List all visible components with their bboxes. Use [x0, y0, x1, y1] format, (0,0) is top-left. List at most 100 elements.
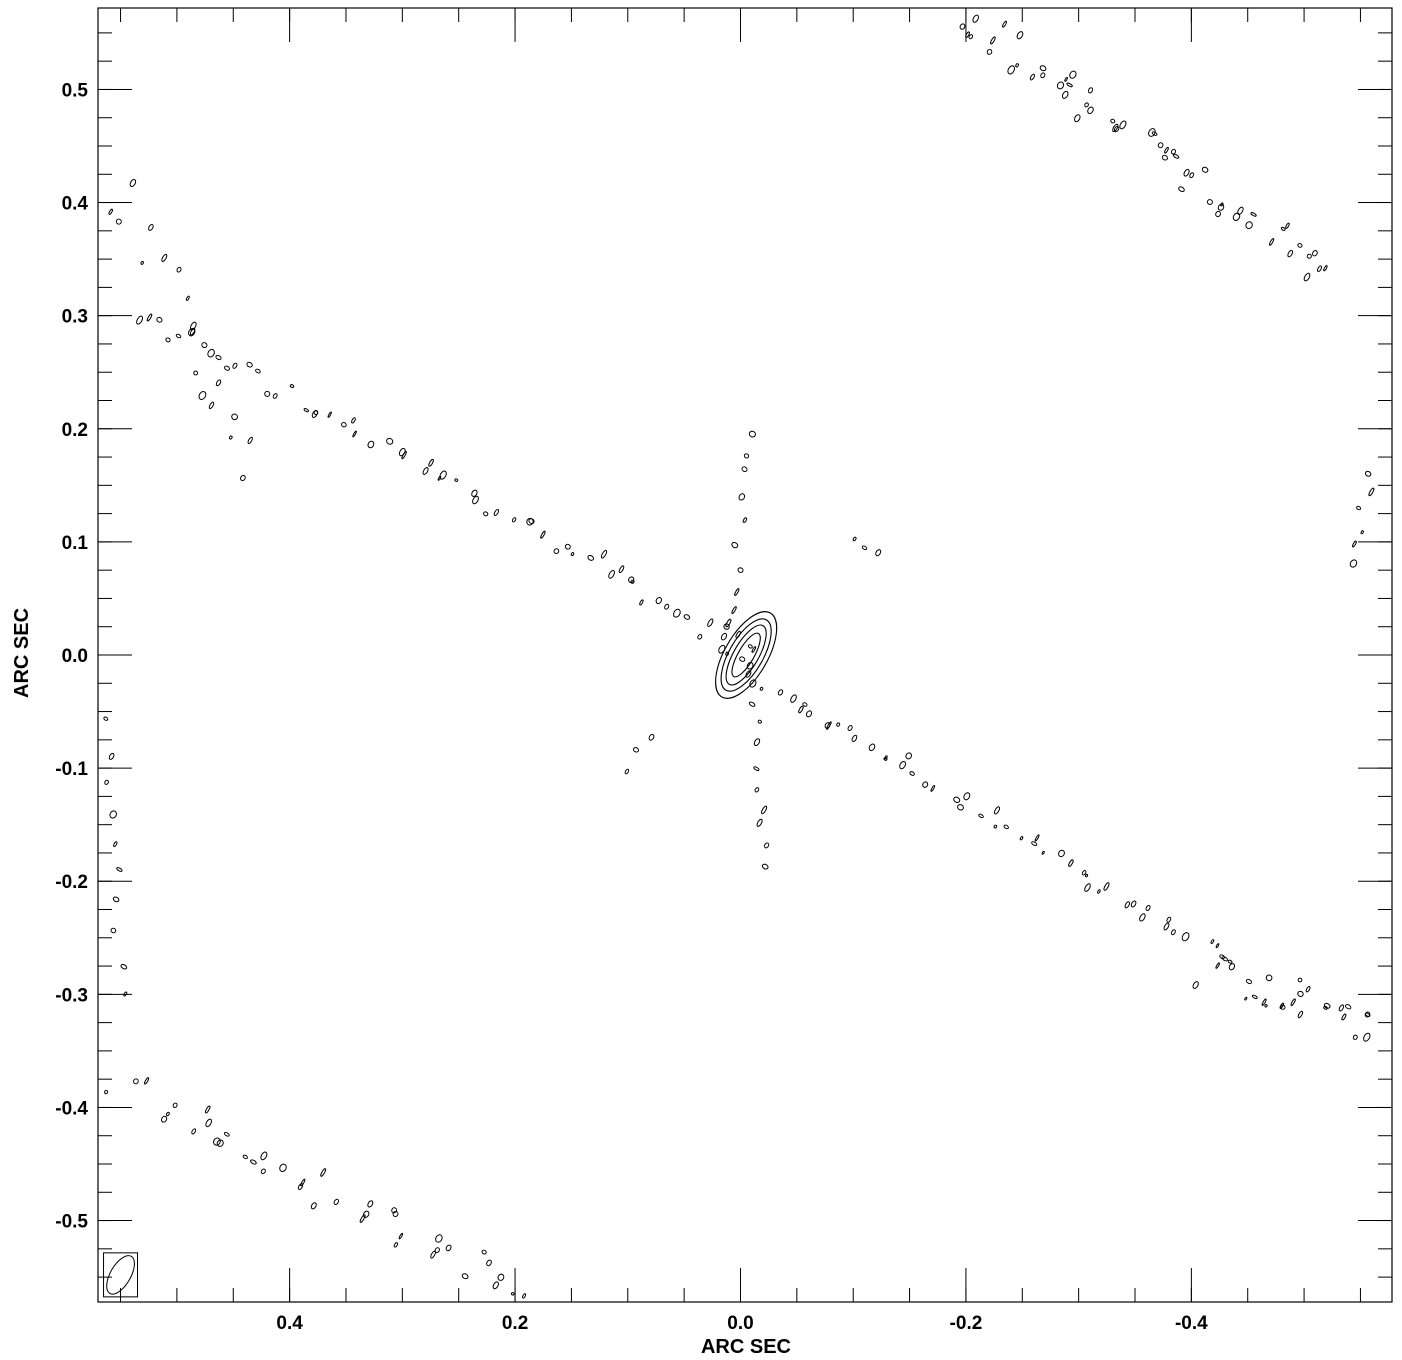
contour-blob	[1280, 1004, 1286, 1010]
contour-blob	[1061, 90, 1069, 99]
contour-blob	[333, 1198, 339, 1206]
contour-blob	[497, 1273, 505, 1281]
contour-blob	[633, 747, 639, 753]
contour-blob	[1227, 959, 1233, 964]
contour-blob	[1221, 956, 1229, 962]
contour-blob	[166, 1111, 170, 1117]
contour-blob	[756, 818, 763, 827]
contour-blob	[805, 710, 813, 718]
contour-blob	[1157, 142, 1164, 149]
contour-blob	[1303, 272, 1311, 282]
contour-blob	[743, 453, 750, 459]
contour-blob	[608, 570, 615, 579]
contour-blob	[748, 701, 756, 707]
contour-blob	[1363, 1032, 1371, 1042]
contour-blob	[228, 435, 233, 440]
contour-blob	[1237, 206, 1244, 215]
contour-blob	[1003, 824, 1009, 830]
contour-blob	[351, 417, 356, 424]
contour-blob	[725, 651, 729, 656]
tick-labels: 0.4 0.2 0.0 -0.2 -0.4 0.5 0.4 0.3 0.2 0.1 0.0 -0.1 -…	[55, 80, 1208, 1334]
contour-blob	[193, 370, 199, 376]
contour-blob	[486, 1259, 492, 1267]
contour-blob	[1119, 120, 1127, 130]
contour-blob	[1068, 859, 1074, 867]
contour-blob	[1007, 65, 1016, 75]
contour-blob	[1002, 20, 1007, 28]
contour-blob	[393, 1242, 399, 1248]
contour-blob	[493, 508, 500, 517]
contour-blob	[1215, 962, 1220, 969]
contour-blob	[1360, 530, 1364, 535]
contour-blob	[1265, 974, 1273, 982]
contour-blob	[639, 599, 644, 606]
contour-blob	[742, 517, 748, 523]
contour-blob	[439, 470, 447, 480]
contour-blob	[899, 760, 907, 770]
contour-blob	[909, 771, 915, 776]
contour-blob	[1074, 114, 1081, 123]
contour-blob	[189, 321, 197, 331]
contour-blob	[883, 757, 888, 761]
contour-blob	[191, 1128, 197, 1135]
contour-blob	[422, 467, 429, 475]
x-axis-title: ARC SEC	[701, 1336, 791, 1358]
contour-blob	[1039, 65, 1047, 72]
contour-blob	[260, 1168, 266, 1175]
contour-blob	[1244, 996, 1248, 1001]
contour-blob	[600, 549, 608, 559]
x-tick-label: -0.4	[1175, 1313, 1208, 1334]
contour-blob	[965, 31, 970, 38]
contour-blob	[748, 430, 756, 438]
contour-blob	[1323, 1005, 1328, 1010]
contour-blob	[993, 824, 998, 829]
plot-frame	[97, 7, 1393, 1303]
contour-blob	[1112, 123, 1119, 133]
contour-blob	[250, 1159, 257, 1165]
contour-blob	[311, 409, 319, 418]
contour-blob	[341, 422, 347, 428]
contour-blob	[140, 260, 144, 265]
contour-blob	[861, 545, 868, 551]
contour-blob	[759, 686, 764, 691]
contour-blob	[968, 34, 974, 40]
contour-blob	[1151, 131, 1158, 136]
contour-blob	[1019, 836, 1024, 841]
contour-blob	[1232, 212, 1241, 221]
contour-blob	[564, 543, 571, 550]
contour-blob	[133, 1078, 139, 1085]
contour-blob	[1069, 70, 1077, 79]
contour-blob	[201, 342, 208, 349]
contour-blob	[247, 436, 253, 445]
contour-blob	[1103, 882, 1110, 891]
contour-blob	[1124, 901, 1131, 909]
contour-blob	[1352, 1034, 1358, 1040]
contour-blob	[553, 548, 560, 554]
contour-blob	[522, 1293, 527, 1299]
contour-blob	[751, 646, 757, 653]
contour-blob	[113, 841, 118, 848]
y-tick-label: -0.3	[55, 985, 88, 1006]
contour-blob	[471, 489, 478, 497]
contour-blob	[289, 384, 295, 389]
contour-blob	[990, 36, 996, 45]
contour-blob	[1087, 106, 1094, 115]
contour-blob	[1351, 540, 1357, 548]
contour-blob	[1166, 916, 1172, 923]
contour-blob	[648, 733, 655, 741]
contour-blob	[697, 634, 703, 640]
contour-blob	[242, 1154, 248, 1160]
contour-blob	[720, 632, 728, 641]
contour-blob	[1181, 932, 1190, 942]
contour-blob	[718, 644, 726, 654]
contour-blob	[320, 1168, 327, 1177]
contour-blob	[1297, 1010, 1304, 1019]
contour-blob	[618, 565, 625, 574]
contour-blob	[1219, 954, 1225, 960]
contour-blob	[1279, 1002, 1285, 1009]
contour-blob	[144, 1077, 150, 1085]
contour-blob	[104, 779, 109, 785]
contour-blob	[1161, 154, 1168, 161]
x-tick-label: 0.0	[727, 1313, 753, 1334]
contour-blob	[761, 863, 769, 870]
